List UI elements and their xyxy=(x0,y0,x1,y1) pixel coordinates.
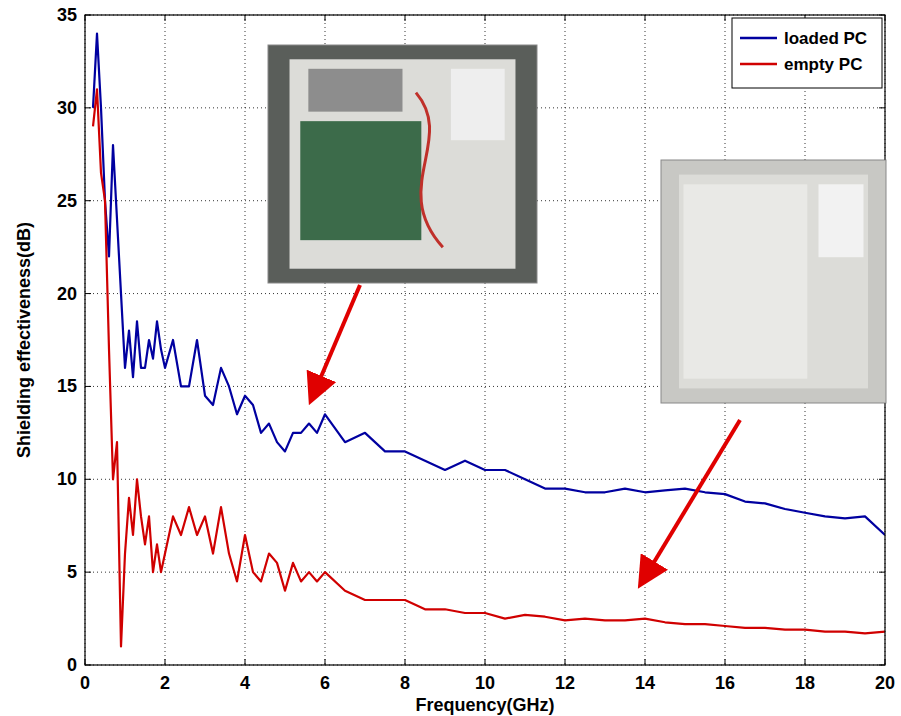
tick xyxy=(645,15,646,21)
photo-bg xyxy=(661,160,886,403)
tick xyxy=(565,15,566,21)
tick xyxy=(165,15,166,21)
tick xyxy=(325,15,326,21)
tick xyxy=(725,659,726,665)
tick xyxy=(879,572,885,573)
legend-box xyxy=(732,18,882,88)
tick xyxy=(405,15,406,21)
photo-panel xyxy=(684,184,808,378)
photo xyxy=(661,160,886,403)
x-axis-title: Frequency(GHz) xyxy=(415,695,554,715)
tick-label: 14 xyxy=(635,673,655,693)
legend-label: loaded PC xyxy=(784,29,867,48)
tick xyxy=(725,15,726,21)
tick-label: 10 xyxy=(57,469,77,489)
grid-line xyxy=(85,572,885,573)
tick xyxy=(645,659,646,665)
tick-label: 0 xyxy=(67,655,77,675)
tick xyxy=(565,659,566,665)
arrow xyxy=(312,285,360,398)
tick xyxy=(245,15,246,21)
tick xyxy=(325,659,326,665)
grid-line xyxy=(245,15,246,665)
tick xyxy=(85,386,91,387)
tick xyxy=(85,293,91,294)
plot-bg xyxy=(85,15,885,665)
tick-label: 6 xyxy=(320,673,330,693)
grid-line xyxy=(85,479,885,480)
chart: 0 2 4 6 8 10 12 14 16 18 20 0 5 10 15 20 25 30 35 loaded PC… xyxy=(0,0,901,716)
tick-label: 2 xyxy=(160,673,170,693)
tick xyxy=(165,659,166,665)
tick xyxy=(879,107,885,108)
tick-label: 12 xyxy=(555,673,575,693)
photo-case xyxy=(679,175,868,389)
tick xyxy=(85,479,91,480)
tick xyxy=(805,659,806,665)
arrow xyxy=(642,420,740,582)
photo-bay xyxy=(819,184,864,257)
tick-label: 16 xyxy=(715,673,735,693)
tick xyxy=(405,659,406,665)
tick xyxy=(85,107,91,108)
tick-label: 4 xyxy=(240,673,250,693)
tick-label: 20 xyxy=(875,673,895,693)
tick-label: 5 xyxy=(67,562,77,582)
tick-label: 10 xyxy=(475,673,495,693)
grid-line xyxy=(565,15,566,665)
photo-case xyxy=(290,59,516,268)
legend-label: empty PC xyxy=(784,55,862,74)
tick xyxy=(485,15,486,21)
tick-label: 15 xyxy=(57,376,77,396)
tick-label: 0 xyxy=(80,673,90,693)
legend-swatch xyxy=(740,63,777,66)
legend-swatch xyxy=(740,37,777,40)
series-line xyxy=(93,34,885,535)
tick xyxy=(85,572,91,573)
tick-label: 30 xyxy=(57,98,77,118)
photo-psu xyxy=(308,69,402,112)
tick-label: 25 xyxy=(57,191,77,211)
tick xyxy=(85,200,91,201)
photo-cable xyxy=(416,93,443,248)
tick-label: 8 xyxy=(400,673,410,693)
y-axis-title: Shielding effectiveness(dB) xyxy=(14,222,34,458)
photo-bg xyxy=(268,45,537,283)
legend: loaded PC empty PC xyxy=(732,18,882,88)
tick xyxy=(879,479,885,480)
grid-line xyxy=(645,15,646,665)
tick xyxy=(485,659,486,665)
photo-bay xyxy=(451,69,505,140)
tick-label: 18 xyxy=(795,673,815,693)
photo xyxy=(268,45,537,283)
tick-label: 35 xyxy=(57,5,77,25)
tick-label: 20 xyxy=(57,284,77,304)
series-group xyxy=(93,34,885,647)
grid-line xyxy=(165,15,166,665)
tick xyxy=(245,659,246,665)
frame xyxy=(85,15,885,665)
photo-board xyxy=(300,121,421,240)
